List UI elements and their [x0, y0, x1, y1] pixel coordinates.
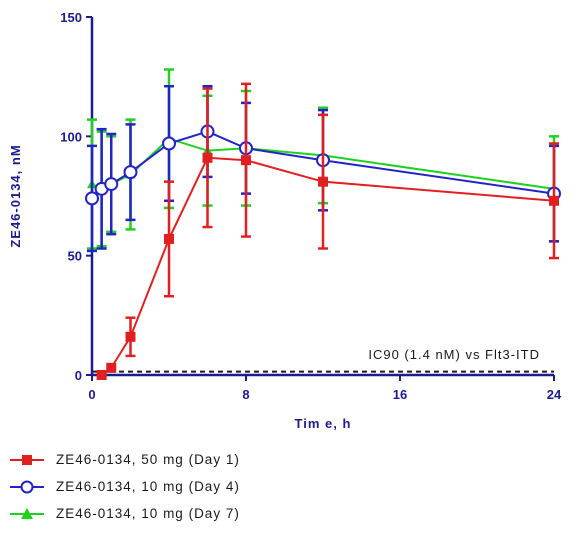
x-axis-title: Tim e, h [295, 416, 352, 431]
axes: 0 50 100 150 0 8 16 24 [60, 10, 562, 402]
x-tick-label: 0 [88, 387, 95, 402]
legend-swatch-circle-icon [10, 480, 44, 493]
data-point [96, 370, 107, 380]
x-tick-label: 24 [547, 387, 562, 402]
series-1 [96, 82, 559, 380]
legend-swatch-triangle-icon [10, 507, 44, 519]
legend-label-day1: ZE46-0134, 50 mg (Day 1) [56, 452, 240, 467]
y-tick-label: 50 [68, 249, 82, 264]
x-tick-label: 8 [242, 387, 249, 402]
legend-item-day7: ZE46-0134, 10 mg (Day 7) [8, 500, 408, 527]
data-point [125, 331, 136, 342]
pk-chart: 0 50 100 150 0 8 16 24 ZE46-0134, nM Tim e, h I… [8, 10, 562, 431]
data-point [549, 195, 559, 206]
legend-item-day1: ZE46-0134, 50 mg (Day 1) [8, 446, 408, 473]
legend: ZE46-0134, 50 mg (Day 1) ZE46-0134, 10 m… [8, 446, 408, 527]
data-point [123, 165, 138, 180]
reference-line-label: IC90 (1.4 nM) vs Flt3-ITD [368, 347, 540, 362]
data-point [202, 152, 213, 163]
data-point [85, 191, 99, 206]
legend-swatch-square-icon [10, 454, 44, 465]
y-tick-label: 0 [75, 368, 82, 383]
y-tick-label: 150 [60, 10, 82, 25]
data-point [241, 155, 251, 166]
x-tick-label: 16 [393, 387, 407, 402]
legend-item-day4: ZE46-0134, 10 mg (Day 4) [8, 473, 408, 500]
series-line [101, 156, 555, 376]
legend-label-day4: ZE46-0134, 10 mg (Day 4) [56, 479, 240, 494]
data-point [106, 362, 117, 373]
data-point [104, 177, 119, 192]
y-axis-title: ZE46-0134, nM [8, 144, 23, 247]
legend-label-day7: ZE46-0134, 10 mg (Day 7) [56, 506, 240, 521]
y-tick-label: 100 [60, 129, 82, 144]
data-point [318, 176, 328, 187]
data-point [162, 136, 176, 151]
data-point [164, 233, 174, 244]
series-layer [85, 68, 561, 380]
